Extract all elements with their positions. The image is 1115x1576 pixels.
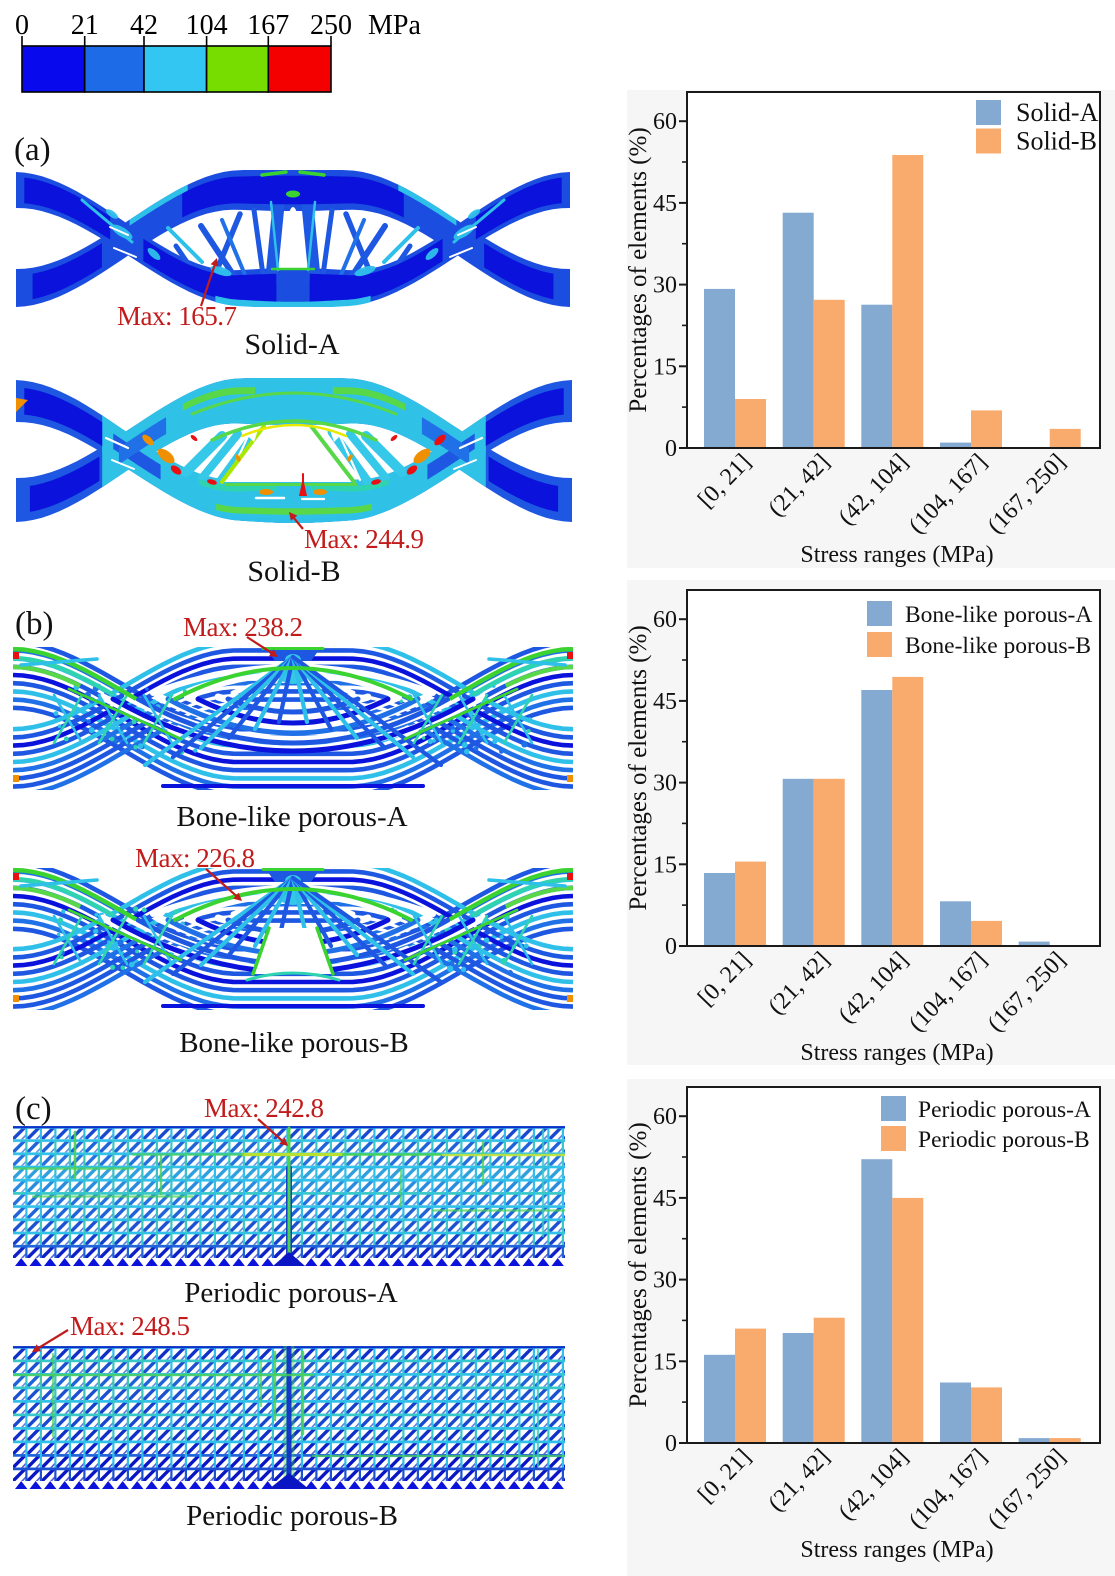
- svg-text:Periodic porous-A: Periodic porous-A: [918, 1097, 1091, 1123]
- svg-text:60: 60: [653, 607, 677, 633]
- svg-text:(167, 250]: (167, 250]: [983, 449, 1071, 539]
- svg-text:60: 60: [653, 1104, 677, 1130]
- svg-text:(104, 167]: (104, 167]: [904, 1444, 992, 1534]
- svg-text:Bone-like porous-A: Bone-like porous-A: [905, 602, 1092, 628]
- svg-text:104: 104: [186, 10, 228, 41]
- svg-text:Percentages of elements (%): Percentages of elements (%): [625, 127, 652, 412]
- svg-text:[0, 21]: [0, 21]: [693, 947, 756, 1011]
- svg-text:0: 0: [15, 10, 29, 41]
- svg-text:15: 15: [653, 1349, 677, 1375]
- svg-text:(104, 167]: (104, 167]: [904, 449, 992, 539]
- svg-text:21: 21: [71, 10, 99, 41]
- svg-text:250: 250: [310, 10, 352, 41]
- svg-text:Solid-A: Solid-A: [1016, 98, 1099, 127]
- svg-text:15: 15: [653, 852, 677, 878]
- svg-text:167: 167: [247, 10, 289, 41]
- svg-text:Periodic porous-B: Periodic porous-B: [918, 1127, 1090, 1153]
- svg-text:0: 0: [665, 436, 677, 462]
- svg-text:30: 30: [653, 1268, 677, 1294]
- svg-text:(42, 104]: (42, 104]: [834, 1444, 914, 1525]
- svg-text:Percentages of elements (%): Percentages of elements (%): [625, 625, 652, 910]
- svg-text:30: 30: [653, 273, 677, 299]
- svg-text:15: 15: [653, 354, 677, 380]
- svg-text:30: 30: [653, 771, 677, 797]
- svg-text:Stress ranges (MPa): Stress ranges (MPa): [800, 1040, 993, 1066]
- svg-text:60: 60: [653, 109, 677, 135]
- svg-text:(21, 42]: (21, 42]: [764, 1444, 835, 1517]
- svg-text:Stress ranges (MPa): Stress ranges (MPa): [800, 542, 993, 568]
- svg-text:0: 0: [665, 1431, 677, 1457]
- svg-text:(42, 104]: (42, 104]: [834, 449, 914, 530]
- svg-text:45: 45: [653, 689, 677, 715]
- svg-text:Bone-like porous-B: Bone-like porous-B: [905, 633, 1091, 659]
- svg-text:45: 45: [653, 191, 677, 217]
- svg-text:(167, 250]: (167, 250]: [983, 1444, 1071, 1534]
- svg-text:[0, 21]: [0, 21]: [693, 1444, 756, 1508]
- svg-text:(167, 250]: (167, 250]: [983, 947, 1071, 1037]
- svg-text:42: 42: [130, 10, 158, 41]
- svg-text:Percentages of elements (%): Percentages of elements (%): [625, 1122, 652, 1407]
- svg-text:0: 0: [665, 934, 677, 960]
- svg-text:(42, 104]: (42, 104]: [834, 947, 914, 1028]
- svg-text:MPa: MPa: [368, 10, 421, 41]
- svg-text:45: 45: [653, 1186, 677, 1212]
- svg-text:[0, 21]: [0, 21]: [693, 449, 756, 513]
- svg-text:Solid-B: Solid-B: [1016, 127, 1097, 156]
- svg-text:(21, 42]: (21, 42]: [764, 947, 835, 1020]
- svg-text:(21, 42]: (21, 42]: [764, 449, 835, 522]
- svg-text:Stress ranges (MPa): Stress ranges (MPa): [800, 1537, 993, 1563]
- svg-text:(104, 167]: (104, 167]: [904, 947, 992, 1037]
